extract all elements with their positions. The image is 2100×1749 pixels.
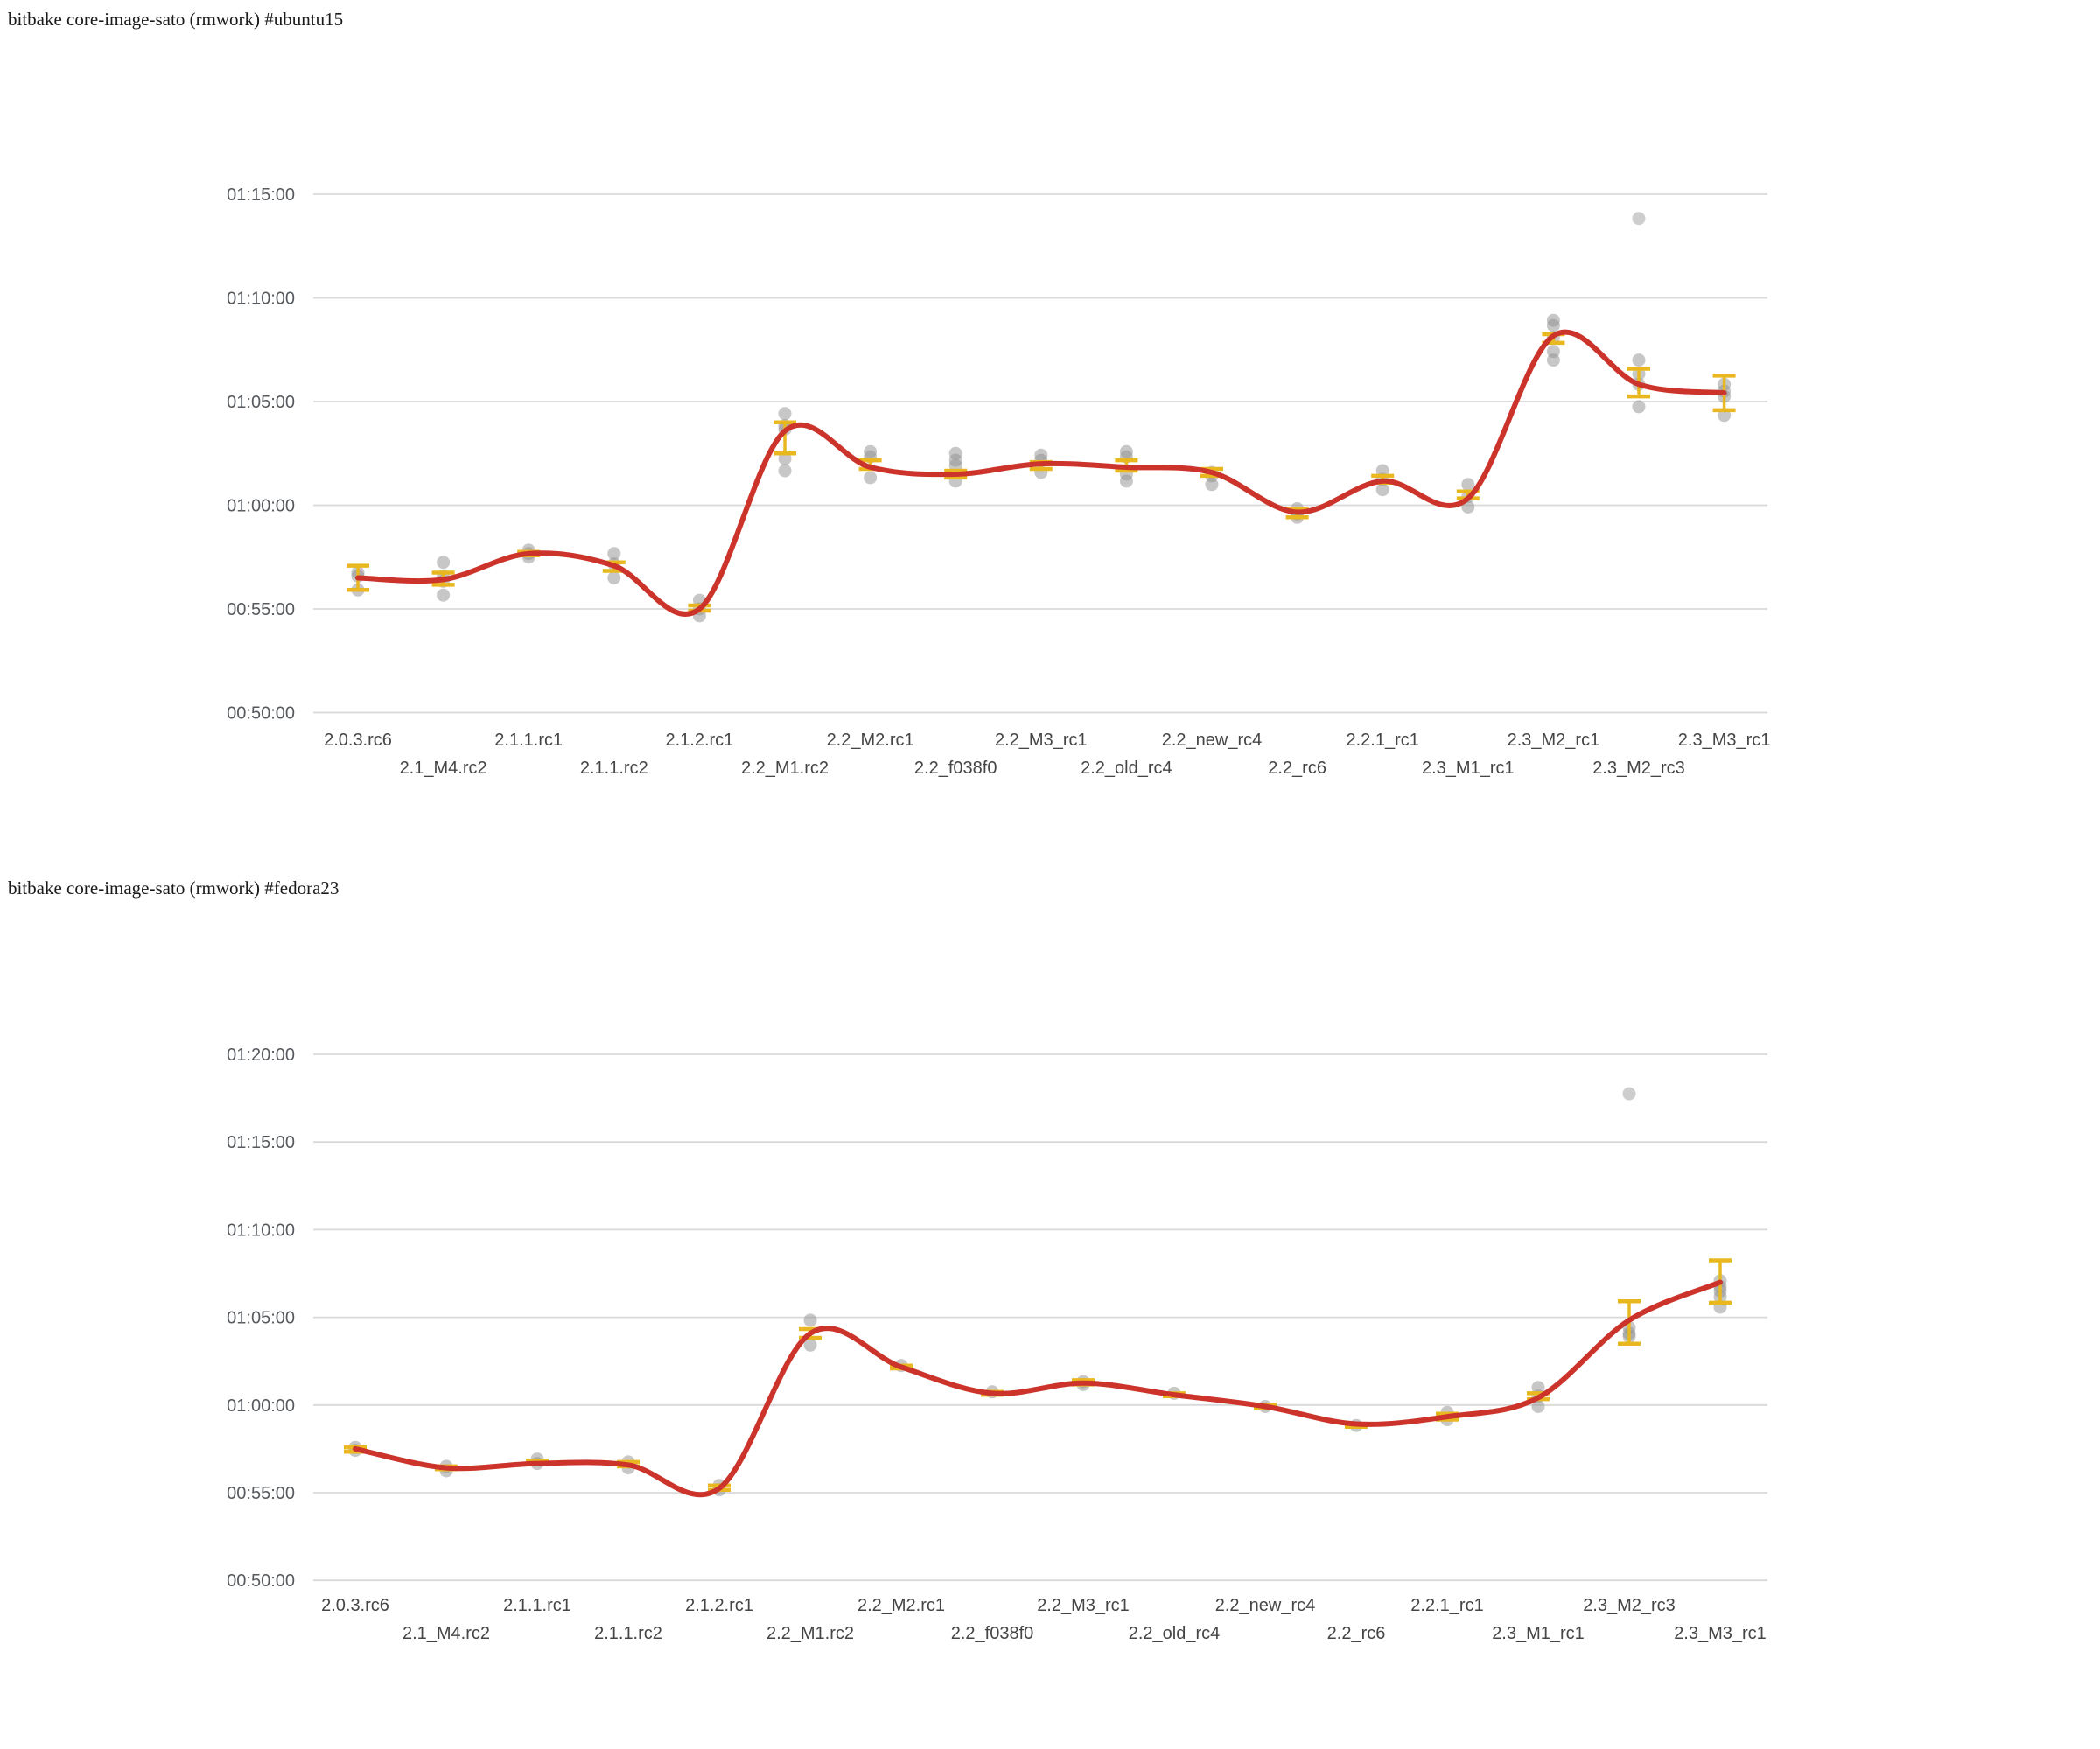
x-tick-label: 2.1.2.rc1 [665, 731, 733, 750]
x-tick-label: 2.2_f038f0 [914, 759, 998, 778]
x-tick-label: 2.2_new_rc4 [1215, 1596, 1316, 1615]
sample-dot [1461, 478, 1475, 492]
x-tick-label: 2.2_old_rc4 [1081, 759, 1172, 778]
y-tick-label: 01:10:00 [227, 1221, 295, 1240]
y-tick-label: 00:50:00 [227, 704, 295, 724]
sample-dot [864, 471, 878, 485]
x-tick-label: 2.3_M3_rc1 [1674, 1624, 1767, 1643]
y-grid: 01:15:00 01:10:00 01:05:00 01:00:00 00:55:00… [227, 185, 1768, 724]
trend-line [355, 329, 1727, 617]
sample-dot [803, 1338, 817, 1352]
trend-line [353, 1279, 1723, 1498]
x-tick-label: 2.2_M1.rc2 [766, 1624, 854, 1643]
x-tick-label: 2.2_M3_rc1 [995, 731, 1088, 750]
x-tick-label: 2.1_M4.rc2 [400, 759, 487, 778]
sample-dot [1632, 400, 1646, 414]
x-tick-label: 2.2.1_rc1 [1347, 731, 1419, 750]
x-tick-label: 2.3_M1_rc1 [1492, 1624, 1585, 1643]
x-tick-label: 2.2.1_rc1 [1410, 1596, 1483, 1615]
y-tick-label: 00:55:00 [227, 1484, 295, 1503]
x-tick-label: 2.2_old_rc4 [1129, 1624, 1221, 1643]
sample-dot [778, 464, 792, 478]
sample-dot [1376, 483, 1390, 497]
y-tick-label: 01:00:00 [227, 1396, 295, 1416]
y-tick-label: 00:55:00 [227, 600, 295, 619]
sample-dot [778, 407, 792, 421]
chart-title-ubuntu15: bitbake core-image-sato (rmwork) #ubuntu… [8, 9, 344, 30]
chart-title-fedora23: bitbake core-image-sato (rmwork) #fedora… [8, 878, 340, 899]
sample-dot [1531, 1400, 1545, 1413]
x-tick-label: 2.2_M2.rc1 [858, 1596, 945, 1615]
sample-dot [437, 556, 451, 570]
sample-dot [1119, 474, 1133, 488]
x-tick-label: 2.1_M4.rc2 [402, 1624, 490, 1643]
x-tick-label: 2.2_f038f0 [951, 1624, 1034, 1643]
sample-dot [1632, 353, 1646, 367]
y-tick-label: 01:05:00 [227, 1309, 295, 1328]
sample-dot [607, 571, 621, 584]
x-tick-label: 2.2_rc6 [1268, 759, 1326, 778]
y-tick-label: 01:15:00 [227, 185, 295, 205]
x-tick-label: 2.2_M2.rc1 [827, 731, 914, 750]
sample-dots [348, 1087, 1727, 1497]
x-tick-label: 2.1.1.rc1 [503, 1596, 571, 1615]
chart-fedora23: 01:20:00 01:15:00 01:10:00 01:05:00 01:00:00… [227, 1046, 1768, 1643]
y-tick-label: 01:10:00 [227, 290, 295, 309]
sample-dot [1546, 318, 1560, 332]
x-axis-labels: 2.0.3.rc6 2.1_M4.rc2 2.1.1.rc1 2.1.1.rc2 2.1… [324, 731, 1770, 778]
sample-dot [437, 588, 451, 602]
x-tick-label: 2.3_M3_rc1 [1678, 731, 1771, 750]
sample-dot [1546, 353, 1560, 367]
x-tick-label: 2.1.1.rc2 [580, 759, 648, 778]
y-tick-label: 01:15:00 [227, 1133, 295, 1152]
x-axis-labels: 2.0.3.rc6 2.1_M4.rc2 2.1.1.rc1 2.1.1.rc2 2.1… [321, 1596, 1767, 1643]
x-tick-label: 2.2_rc6 [1327, 1624, 1386, 1643]
outlier-dot [1632, 212, 1646, 226]
y-tick-label: 01:00:00 [227, 497, 295, 516]
x-tick-label: 2.0.3.rc6 [321, 1596, 389, 1615]
y-tick-label: 01:05:00 [227, 393, 295, 412]
sample-dot [607, 547, 621, 561]
sample-dot [1205, 478, 1219, 492]
x-tick-label: 2.3_M2_rc3 [1592, 759, 1685, 778]
outlier-dot [1622, 1087, 1636, 1101]
y-grid: 01:20:00 01:15:00 01:10:00 01:05:00 01:00:00… [227, 1046, 1768, 1591]
x-tick-label: 2.3_M2_rc3 [1583, 1596, 1676, 1615]
x-tick-label: 2.0.3.rc6 [324, 731, 392, 750]
chart-ubuntu15: 01:15:00 01:10:00 01:05:00 01:00:00 00:55:00… [227, 185, 1770, 778]
x-tick-label: 2.1.1.rc1 [494, 731, 563, 750]
y-tick-label: 00:50:00 [227, 1571, 295, 1591]
x-tick-label: 2.2_new_rc4 [1162, 731, 1263, 750]
y-tick-label: 01:20:00 [227, 1046, 295, 1065]
x-tick-label: 2.3_M2_rc1 [1508, 731, 1600, 750]
sample-dot [803, 1313, 817, 1327]
x-tick-label: 2.2_M3_rc1 [1037, 1596, 1130, 1615]
x-tick-label: 2.3_M1_rc1 [1422, 759, 1515, 778]
sample-dots [351, 212, 1732, 623]
error-bars [344, 1258, 1732, 1492]
x-tick-label: 2.1.1.rc2 [594, 1624, 662, 1643]
x-tick-label: 2.2_M1.rc2 [741, 759, 829, 778]
x-tick-label: 2.1.2.rc1 [685, 1596, 753, 1615]
